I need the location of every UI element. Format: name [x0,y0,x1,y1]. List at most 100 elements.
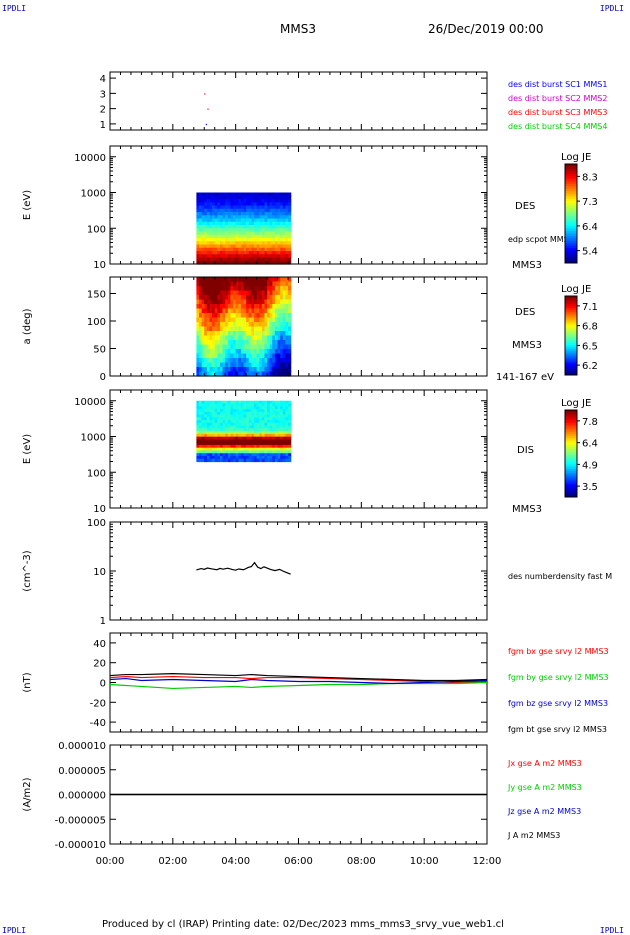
colorbar-cell [565,211,577,214]
colorbar-cell [565,327,577,331]
heatmap-cell [206,313,211,319]
heatmap-cell [212,241,216,246]
heatmap-cell [269,231,273,236]
heatmap-cell [246,277,250,283]
heatmap-cell [253,439,258,443]
heatmap-cell [264,221,268,226]
heatmap-cell [277,281,281,287]
heatmap-cell [206,409,211,413]
heatmap-cell [285,277,289,283]
heatmap-cell [201,192,205,197]
heatmap-cell [212,349,216,355]
heatmap-cell [285,322,289,328]
heatmap-cell [280,444,284,449]
heatmap-cell [280,349,284,355]
heatmap-cell [214,290,218,296]
heatmap-cell [285,308,289,314]
heatmap-cell [256,431,260,435]
heatmap-cell [274,358,279,364]
instrument-label-3: DIS [517,445,534,456]
heatmap-cell [251,439,255,443]
heatmap-cell [259,400,263,405]
heatmap-cell [269,228,273,233]
heatmap-cell [196,403,200,407]
heatmap-cell [272,281,276,287]
heatmap-cell [264,433,268,438]
colorbar-cell [565,203,577,207]
heatmap-cell [259,221,263,226]
heatmap-cell [246,317,250,323]
heatmap-cell [246,433,250,438]
heatmap-cell [212,205,216,210]
heatmap-cell [288,234,292,239]
heatmap-cell [222,199,226,203]
heatmap-cell [267,322,271,328]
colorbar-tick-label-2: 7.1 [582,302,598,313]
heatmap-cell [219,238,224,242]
heatmap-cell [269,322,273,328]
heatmap-cell [246,411,250,416]
heatmap-cell [251,241,255,246]
heatmap-cell [285,231,289,236]
heatmap-cell [280,358,284,364]
heatmap-cell [233,371,237,377]
heatmap-cell [225,290,229,296]
heatmap-cell [248,433,252,438]
heatmap-cell [267,431,271,435]
heatmap-cell [264,326,268,332]
heatmap-cell [235,400,239,405]
heatmap-cell [261,212,266,216]
heatmap-cell [212,251,216,255]
heatmap-cell [277,371,281,377]
colorbar-cell [565,490,577,494]
heatmap-cell [214,202,218,207]
colorbar-cell [565,410,577,413]
heatmap-cell [274,406,279,410]
heatmap-cell [246,228,250,233]
heatmap-cell [248,313,252,319]
heatmap-cell [217,205,221,210]
heatmap-cell [288,257,292,262]
heatmap-cell [259,192,263,197]
heatmap-cell [209,218,213,223]
heatmap-cell [233,444,237,449]
heatmap-cell [233,455,237,460]
heatmap-cell [204,367,208,373]
heatmap-cell [233,335,237,341]
spacecraft-label-1: MMS3 [512,260,542,271]
heatmap-cell [238,281,242,287]
heatmap-cell [230,290,234,296]
heatmap-cell [233,260,237,265]
heatmap-cell [243,428,247,432]
heatmap-cell [264,409,268,413]
heatmap-cell [251,331,255,337]
heatmap-cell [277,308,281,314]
heatmap-cell [261,403,266,407]
heatmap-cell [256,322,260,328]
heatmap-cell [199,431,203,435]
heatmap-cell [222,192,226,197]
heatmap-cell [277,251,281,255]
heatmap-cell [206,212,211,216]
heatmap-cell [282,442,287,446]
heatmap-cell [256,208,260,213]
heatmap-cell [251,192,255,197]
heatmap-cell [288,340,292,346]
heatmap-cell [196,295,200,301]
heatmap-cell [248,195,252,200]
heatmap-cell [256,286,260,292]
heatmap-cell [261,444,266,449]
heatmap-cell [222,238,226,242]
heatmap-cell [261,221,266,226]
heatmap-cell [243,313,247,319]
heatmap-cell [217,304,221,310]
heatmap-cell [240,308,245,314]
heatmap-cell [219,251,224,255]
heatmap-cell [264,215,268,220]
heatmap-cell [272,218,276,223]
heatmap-cell [264,202,268,207]
heatmap-cell [264,422,268,427]
heatmap-cell [235,442,239,446]
heatmap-cell [219,202,224,207]
heatmap-cell [243,420,247,424]
